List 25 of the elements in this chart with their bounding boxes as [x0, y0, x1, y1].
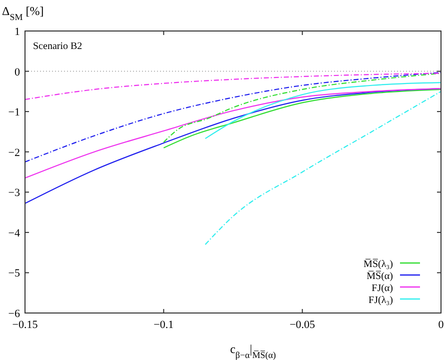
y-tick-label: −1: [8, 106, 20, 119]
line-series: [24, 72, 442, 100]
x-tick-label: −0.05: [290, 319, 316, 331]
x-tick-label: −0.1: [154, 319, 174, 331]
y-tick-label: −2: [8, 146, 20, 159]
line-series: [24, 72, 442, 162]
y-axis-title: Δ$_{SM}$ [%]: [2, 4, 44, 22]
line-series: [163, 88, 442, 148]
y-tick-label: −6: [8, 308, 20, 320]
x-tick-label: 0: [438, 319, 444, 331]
line-series: [204, 90, 442, 246]
y-tick-label: −4: [8, 227, 20, 240]
line-series: [204, 82, 442, 140]
x-tick-label: −0.15: [12, 319, 38, 331]
line-series: [24, 88, 442, 179]
y-tick-label: −5: [8, 268, 20, 280]
y-tick-label: 0: [14, 66, 20, 78]
legend-label: FJ(α): [372, 283, 393, 294]
y-tick-label: 1: [14, 26, 20, 38]
x-axis-title: c$_{β−α}$|$_{M̅S̅(α)}$: [230, 342, 276, 360]
y-tick-label: −3: [8, 187, 20, 200]
legend-label: M̅S̅(α): [366, 270, 393, 282]
legend-label: M̅S̅(λ₃): [364, 258, 393, 270]
legend-label: FJ(λ₃): [368, 295, 393, 306]
annotation: Scenario B2: [33, 41, 82, 52]
